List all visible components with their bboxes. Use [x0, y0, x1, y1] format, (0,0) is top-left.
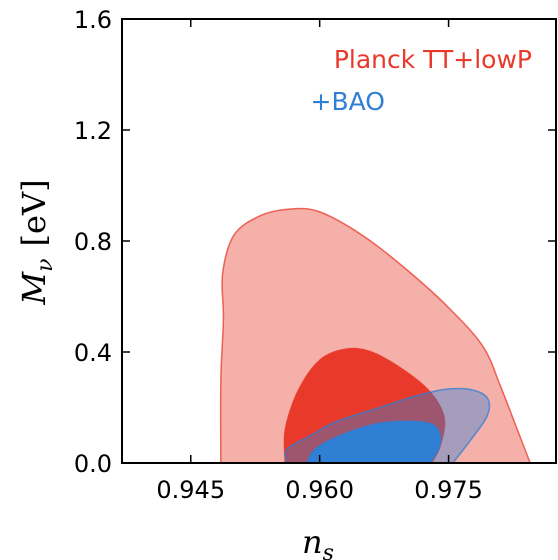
y-axis: 0.0 0.4 0.8 1.2 1.6	[74, 6, 556, 478]
legend: Planck TT+lowP +BAO	[311, 45, 532, 116]
x-tick-label: 0.945	[156, 476, 225, 504]
y-tick-label: 1.6	[74, 6, 112, 34]
y-tick-label: 0.8	[74, 228, 112, 256]
x-axis-label-sub: s	[323, 541, 334, 560]
y-axis-label-unit: [eV]	[15, 179, 53, 246]
y-tick-label: 1.2	[74, 117, 112, 145]
x-tick-label: 0.960	[285, 476, 354, 504]
y-axis-label-sub: ν	[33, 258, 58, 271]
legend-entry-bao: +BAO	[311, 87, 385, 116]
contour-layer	[219, 207, 532, 464]
y-axis-label-main: M	[15, 271, 53, 306]
x-axis: 0.945 0.960 0.975	[156, 19, 483, 504]
bao-68-contour	[305, 420, 442, 464]
x-tick-label: 0.975	[414, 476, 483, 504]
plot-area: 0.945 0.960 0.975 0.0 0.4 0.8 1.2 1.6	[74, 6, 557, 504]
y-axis-label: Mν [eV]	[15, 179, 58, 305]
legend-entry-planck: Planck TT+lowP	[334, 45, 532, 74]
y-tick-label: 0.4	[74, 339, 112, 367]
x-axis-label: ns	[302, 523, 334, 560]
x-axis-label-main: n	[302, 523, 323, 560]
y-tick-label: 0.0	[74, 450, 112, 478]
